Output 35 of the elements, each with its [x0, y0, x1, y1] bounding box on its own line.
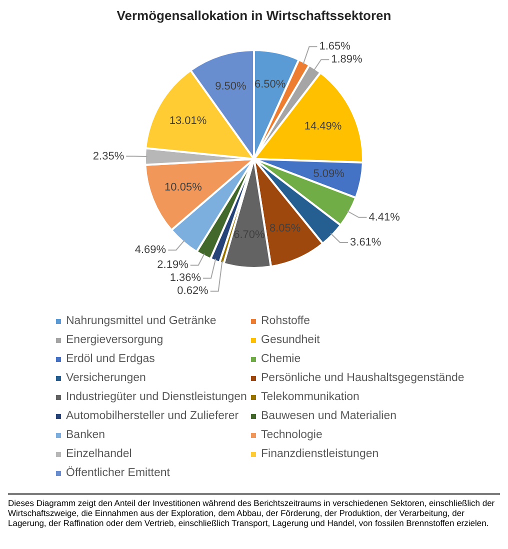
data-label: 8.05%	[269, 222, 301, 235]
data-label: 1.89%	[331, 54, 363, 66]
legend-label: Industriegüter und Dienstleistungen	[66, 391, 247, 403]
text: Dieses Diagramm zeigt den Anteil der Investitionen während des Berichtszeitraums in verschiedenen Sektoren, einschließlich der Wirtschaftszweige, die Einnahmen aus der Exploration, dem Abbau, der Förderung, der Produktion, der Verarbeitung, der Lagerung, der Raffination oder dem Vertrieb, einschließlich Transport, Lagerung und Handel, von fossilen Brennstoffen erzielen.	[8, 493, 500, 528]
legend-label: Einzelhandel	[66, 448, 132, 460]
data-label: 6.50%	[254, 78, 286, 90]
legend-label: Telekommunikation	[261, 391, 360, 403]
legend-label: Nahrungsmittel und Getränke	[66, 315, 216, 327]
legend-label: Versicherungen	[66, 372, 146, 384]
legend-label: Öffentlicher Emittent	[66, 467, 170, 479]
legend-label: Persönliche und Haushaltsgegenstände	[261, 372, 464, 384]
data-label: 0.62%	[177, 285, 209, 298]
data-label: 2.35%	[92, 150, 124, 162]
legend-label: Chemie	[261, 353, 301, 365]
chart-title: Vermögensallokation in Wirtschaftssektoren	[116, 8, 392, 23]
data-label: 9.50%	[215, 80, 247, 92]
legend-label: Rohstoffe	[261, 315, 310, 327]
data-label: 13.01%	[169, 114, 207, 127]
data-label: 5.09%	[313, 168, 345, 180]
legend-label: Banken	[66, 429, 106, 441]
data-label: 4.41%	[368, 211, 400, 224]
data-label: 10.05%	[164, 181, 202, 194]
data-label: 4.69%	[134, 244, 166, 256]
legend-label: Bauwesen und Materialien	[261, 410, 397, 422]
data-label: 3.61%	[350, 236, 382, 249]
data-label: 14.49%	[304, 120, 342, 132]
legend-label: Energieversorgung	[66, 334, 164, 346]
legend-label: Finanzdienstleistungen	[261, 448, 379, 460]
data-label: 2.19%	[157, 259, 189, 272]
legend-label: Gesundheit	[261, 334, 320, 346]
legend-label: Automobilhersteller und Zulieferer	[66, 410, 239, 422]
legend-label: Technologie	[261, 429, 322, 441]
data-label: 1.65%	[319, 40, 351, 53]
legend-label: Erdöl und Erdgas	[66, 353, 155, 365]
data-label: 1.36%	[170, 272, 202, 284]
